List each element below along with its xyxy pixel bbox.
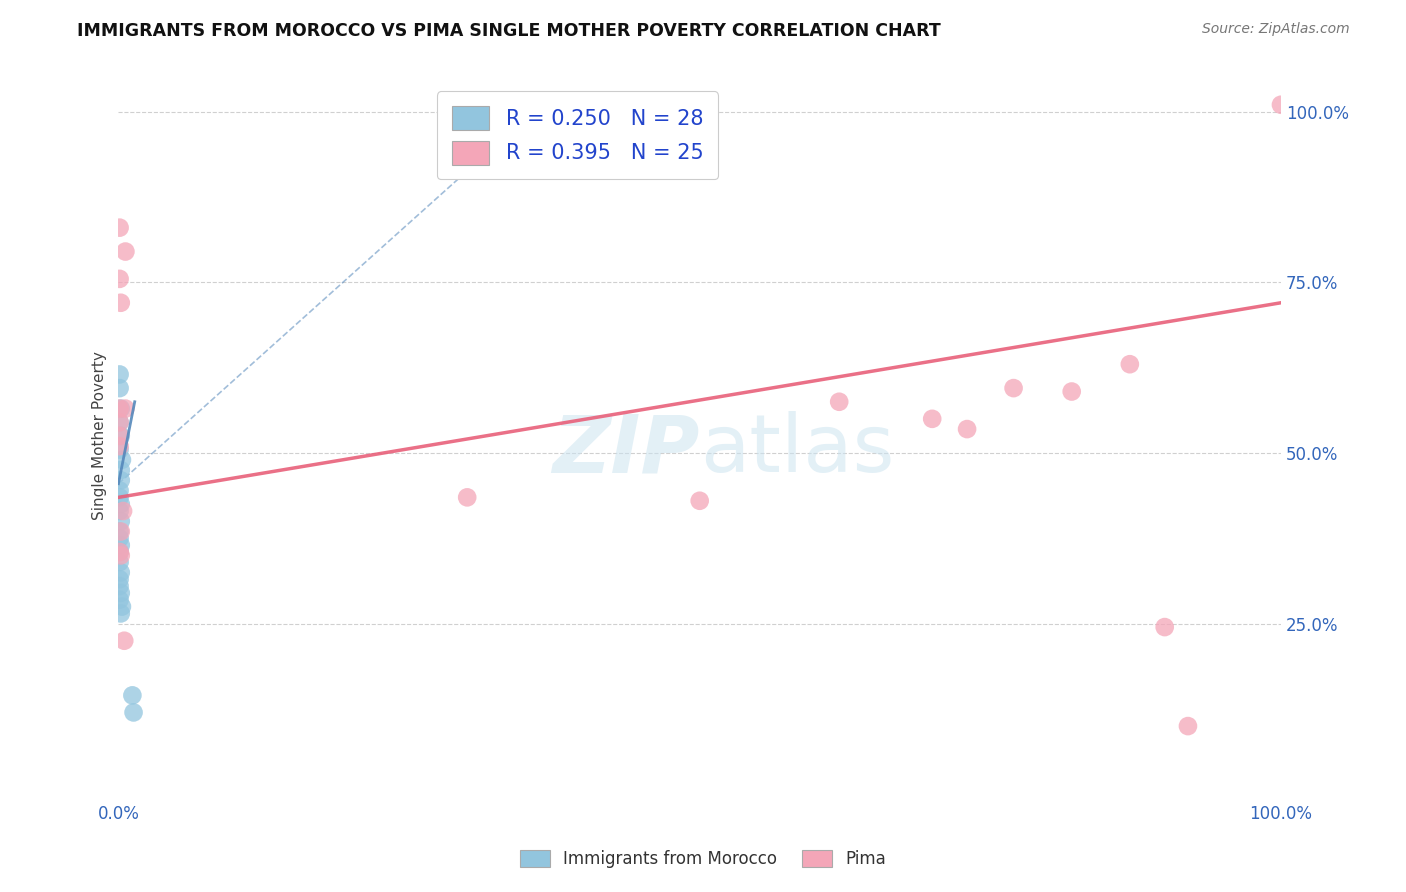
- Point: [121, 689, 143, 703]
- Point: [110, 295, 132, 310]
- Text: ZIP: ZIP: [553, 411, 700, 489]
- Point: [114, 244, 136, 259]
- Point: [110, 401, 132, 416]
- Point: [108, 572, 131, 586]
- Point: [1119, 357, 1142, 371]
- Point: [456, 491, 478, 505]
- Point: [122, 706, 145, 720]
- Point: [108, 483, 131, 498]
- Point: [110, 429, 132, 443]
- Point: [110, 538, 132, 552]
- Point: [110, 463, 132, 477]
- Point: [108, 429, 131, 443]
- Point: [111, 599, 134, 614]
- Point: [108, 504, 131, 518]
- Point: [110, 607, 132, 621]
- Point: [108, 220, 131, 235]
- Point: [110, 473, 132, 487]
- Text: Source: ZipAtlas.com: Source: ZipAtlas.com: [1202, 22, 1350, 37]
- Point: [1060, 384, 1083, 399]
- Point: [1153, 620, 1175, 634]
- Point: [108, 545, 131, 559]
- Point: [828, 394, 851, 409]
- Point: [112, 504, 135, 518]
- Point: [108, 532, 131, 546]
- Point: [689, 493, 711, 508]
- Point: [108, 415, 131, 429]
- Point: [110, 586, 132, 600]
- Point: [110, 524, 132, 539]
- Point: [110, 514, 132, 528]
- Point: [112, 633, 135, 648]
- Y-axis label: Single Mother Poverty: Single Mother Poverty: [93, 351, 107, 520]
- Text: atlas: atlas: [700, 411, 894, 489]
- Point: [110, 566, 132, 580]
- Point: [108, 524, 131, 539]
- Point: [108, 592, 131, 607]
- Point: [108, 439, 131, 453]
- Point: [1002, 381, 1025, 395]
- Legend: Immigrants from Morocco, Pima: Immigrants from Morocco, Pima: [513, 843, 893, 875]
- Point: [108, 381, 131, 395]
- Point: [108, 491, 131, 505]
- Point: [956, 422, 979, 436]
- Point: [108, 415, 131, 429]
- Point: [108, 579, 131, 593]
- Point: [921, 412, 943, 426]
- Legend: R = 0.250   N = 28, R = 0.395   N = 25: R = 0.250 N = 28, R = 0.395 N = 25: [437, 92, 718, 179]
- Point: [108, 555, 131, 569]
- Point: [111, 452, 134, 467]
- Point: [114, 401, 136, 416]
- Point: [108, 545, 131, 559]
- Point: [108, 401, 131, 416]
- Point: [110, 549, 132, 563]
- Point: [108, 368, 131, 382]
- Point: [110, 497, 132, 511]
- Point: [108, 442, 131, 457]
- Point: [1270, 97, 1292, 112]
- Text: IMMIGRANTS FROM MOROCCO VS PIMA SINGLE MOTHER POVERTY CORRELATION CHART: IMMIGRANTS FROM MOROCCO VS PIMA SINGLE M…: [77, 22, 941, 40]
- Point: [108, 272, 131, 286]
- Point: [1177, 719, 1199, 733]
